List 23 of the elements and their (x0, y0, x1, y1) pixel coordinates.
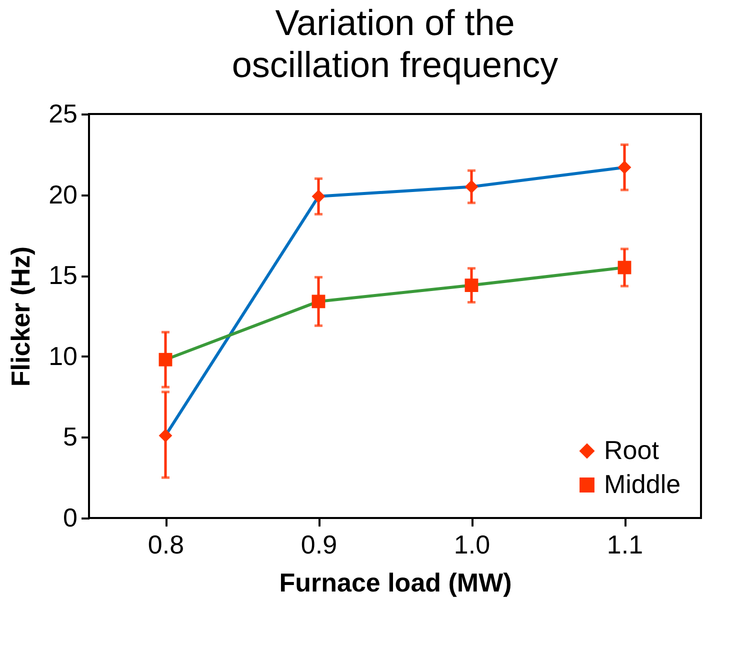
x-tick-label: 1.0 (454, 530, 490, 560)
point (158, 352, 172, 366)
point (312, 190, 326, 204)
y-tick-label: 15 (48, 260, 78, 290)
point (618, 260, 632, 274)
x-tick-label: 0.8 (148, 530, 184, 560)
y-tick-label: 0 (63, 502, 78, 532)
x-axis-title: Furnace load (MW) (279, 568, 512, 598)
point (618, 160, 632, 174)
point (158, 428, 172, 442)
y-tick-label: 10 (48, 340, 78, 371)
legend-label: Middle (604, 469, 681, 499)
legend-label: Root (604, 435, 660, 465)
x-tick-label: 0.9 (300, 530, 338, 560)
y-axis-title: Flicker (Hz) (6, 246, 36, 387)
y-tick-label: 20 (48, 179, 78, 210)
x-tick-label: 1.1 (606, 530, 644, 560)
y-tick-label: 25 (48, 98, 78, 128)
point (312, 294, 326, 308)
y-tick-label: 5 (63, 422, 78, 452)
point (464, 180, 478, 194)
chart-title: Variation of the oscillation frequency (232, 2, 558, 85)
point (464, 278, 478, 292)
